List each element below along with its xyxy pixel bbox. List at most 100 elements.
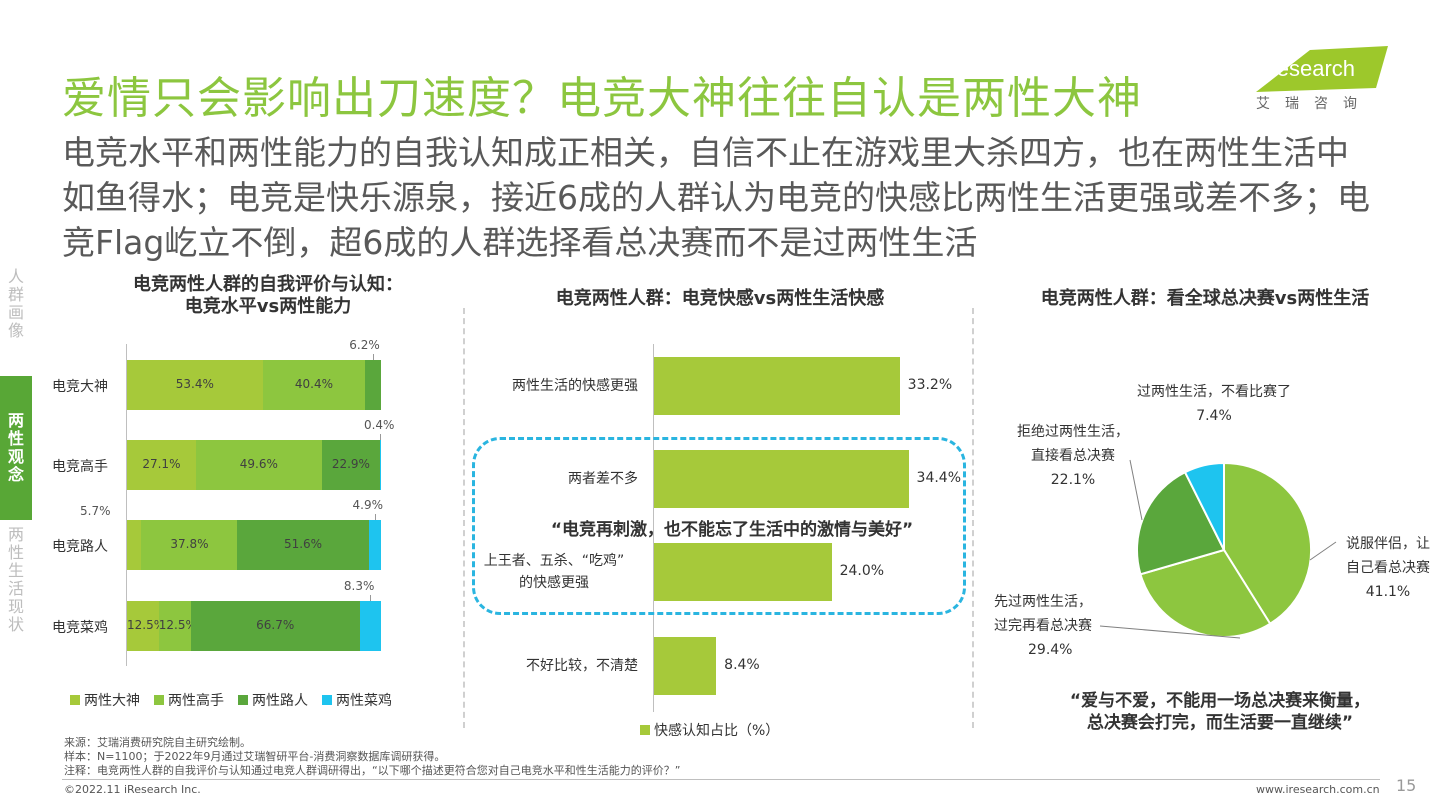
footer-url[interactable]: www.iresearch.com.cn: [1256, 783, 1380, 796]
category-label: 上王者、五杀、“吃鸡” 的快感更强: [483, 553, 625, 591]
chart2-legend: 快感认知占比（%）: [640, 720, 779, 740]
data-label: 0.4%: [363, 418, 395, 432]
logo-text: iResearch: [1256, 56, 1355, 81]
footer-sample: 样本：N=1100；于2022年9月通过艾瑞智研平台-消费洞察数据库调研获得。: [64, 750, 446, 763]
leader-line: [1309, 541, 1337, 561]
data-label: 12.5%: [158, 618, 197, 632]
bar-segment: [127, 360, 263, 410]
chart3-pie: [1099, 459, 1337, 639]
bar-segment: [368, 520, 381, 570]
pie-slice: [1139, 548, 1272, 638]
chart2-quote: “电竞再刺激，也不能忘了生活中的激情与美好”: [550, 520, 914, 540]
chart2-axis: [653, 344, 654, 712]
data-label: 8.4%: [724, 657, 760, 673]
chart2-title: 电竞两性人群：电竞快感vs两性生活快感: [555, 288, 885, 309]
data-label: 33.2%: [907, 377, 953, 393]
bar-segment: [127, 520, 142, 570]
bar-segment: [158, 601, 191, 651]
logo-shape: [1256, 46, 1388, 92]
data-label: 27.1%: [142, 457, 181, 471]
legend-swatch: [238, 695, 248, 705]
data-label: 6.2%: [349, 338, 380, 352]
nav-item-concept-active[interactable]: 两 性 观 念: [0, 376, 32, 520]
pie-label-refuse: 拒绝过两性生活， 直接看总决赛 22.1%: [1017, 424, 1129, 488]
page-number: 15: [1396, 776, 1417, 795]
data-label: 12.5%: [127, 618, 166, 632]
leader-line: [370, 595, 372, 601]
bar-segment: [365, 360, 381, 410]
divider: [463, 308, 465, 728]
page-subtitle: 电竞水平和两性能力的自我认知成正相关，自信不止在游戏里大杀四方，也在两性生活中如…: [62, 133, 1370, 262]
category-label: 两者差不多: [568, 471, 638, 487]
pie-label-no-match: 过两性生活，不看比赛了 7.4%: [1137, 384, 1291, 424]
data-label: 66.7%: [256, 618, 295, 632]
bar-segment: [141, 520, 238, 570]
bar-segment: [379, 440, 381, 490]
pie-slice: [1183, 461, 1225, 551]
bar: [654, 357, 900, 415]
data-label: 37.8%: [170, 537, 209, 551]
data-label: 53.4%: [175, 377, 214, 391]
footer-copyright: ©2022.11 iResearch Inc.: [64, 783, 201, 796]
legend-swatch: [70, 695, 80, 705]
leader-line: [374, 514, 376, 520]
category-label: 电竞大神: [52, 379, 108, 395]
nav-item-persona[interactable]: 人 群 画 像: [7, 267, 24, 340]
category-label: 电竞菜鸡: [52, 620, 108, 636]
bar-segment: [190, 601, 360, 651]
pie-slice: [1136, 470, 1226, 576]
bar-segment: [262, 360, 366, 410]
footer-source: 来源：艾瑞消费研究院自主研究绘制。: [64, 736, 251, 749]
divider: [972, 308, 974, 728]
chart3-quote: “爱与不爱，不能用一场总决赛来衡量， 总决赛会打完，而生活要一直继续”: [1069, 691, 1371, 733]
legend-swatch: [640, 725, 650, 735]
bar-segment: [127, 440, 196, 490]
data-label: 40.4%: [294, 377, 333, 391]
data-label: 22.9%: [331, 457, 370, 471]
bar: [654, 543, 832, 601]
data-label: 34.4%: [916, 470, 962, 486]
pie-label-first-life: 先过两性生活， 过完再看总决赛 29.4%: [994, 594, 1092, 658]
category-label: 电竞高手: [52, 459, 108, 475]
chart1-title: 电竞两性人群的自我评价与认知： 电竞水平vs两性能力: [133, 274, 403, 317]
bar-segment: [237, 520, 369, 570]
bar-segment: [359, 601, 381, 651]
chart1-legend: 两性大神 两性高手 两性路人 两性菜鸡: [70, 690, 392, 710]
data-label: 24.0%: [839, 563, 885, 579]
nav-item-life-status[interactable]: 两 性 生 活 现 状: [7, 525, 24, 634]
footer-rule: [62, 779, 1380, 780]
chart1-axis: [126, 344, 127, 666]
legend-item: 两性路人: [252, 693, 308, 709]
iresearch-logo: iResearch: [1256, 46, 1388, 92]
bar-segment: [127, 601, 159, 651]
side-navigation: 人 群 画 像 两 性 观 念 两 性 生 活 现 状: [0, 268, 32, 634]
data-label: 51.6%: [283, 537, 323, 551]
leader-line: [373, 354, 375, 360]
legend-swatch: [154, 695, 164, 705]
highlight-box: [472, 437, 966, 615]
pie-label-persuade: 说服伴侣，让 自己看总决赛 41.1%: [1346, 536, 1430, 600]
category-label: 电竞路人: [52, 539, 108, 555]
data-label: 49.6%: [239, 457, 278, 471]
footer-note: 注释：电竞两性人群的自我评价与认知通过电竞人群调研得出，“以下哪个描述更符合您对…: [64, 764, 681, 777]
category-label: 不好比较，不清楚: [526, 658, 638, 674]
category-label: 两性生活的快感更强: [512, 378, 638, 394]
leader-line: [1129, 459, 1143, 521]
bar: [654, 637, 717, 695]
data-label: 8.3%: [343, 579, 375, 593]
logo-subtext: 艾瑞咨询: [1256, 96, 1372, 112]
data-label: 4.9%: [352, 498, 384, 512]
data-label: 5.7%: [80, 504, 111, 518]
legend-item: 两性菜鸡: [336, 693, 392, 709]
bar-segment: [321, 440, 380, 490]
legend-item: 两性大神: [84, 693, 140, 709]
bar: [654, 450, 909, 508]
legend-item: 两性高手: [168, 693, 224, 709]
chart3-title: 电竞两性人群：看全球总决赛vs两性生活: [1040, 288, 1370, 309]
page-title: 爱情只会影响出刀速度？电竞大神往往自认是两性大神: [62, 73, 1142, 124]
legend-swatch: [322, 695, 332, 705]
bar-segment: [195, 440, 322, 490]
legend-item: 快感认知占比（%）: [654, 723, 780, 739]
leader-line: [1099, 625, 1241, 639]
leader-line: [380, 434, 382, 440]
